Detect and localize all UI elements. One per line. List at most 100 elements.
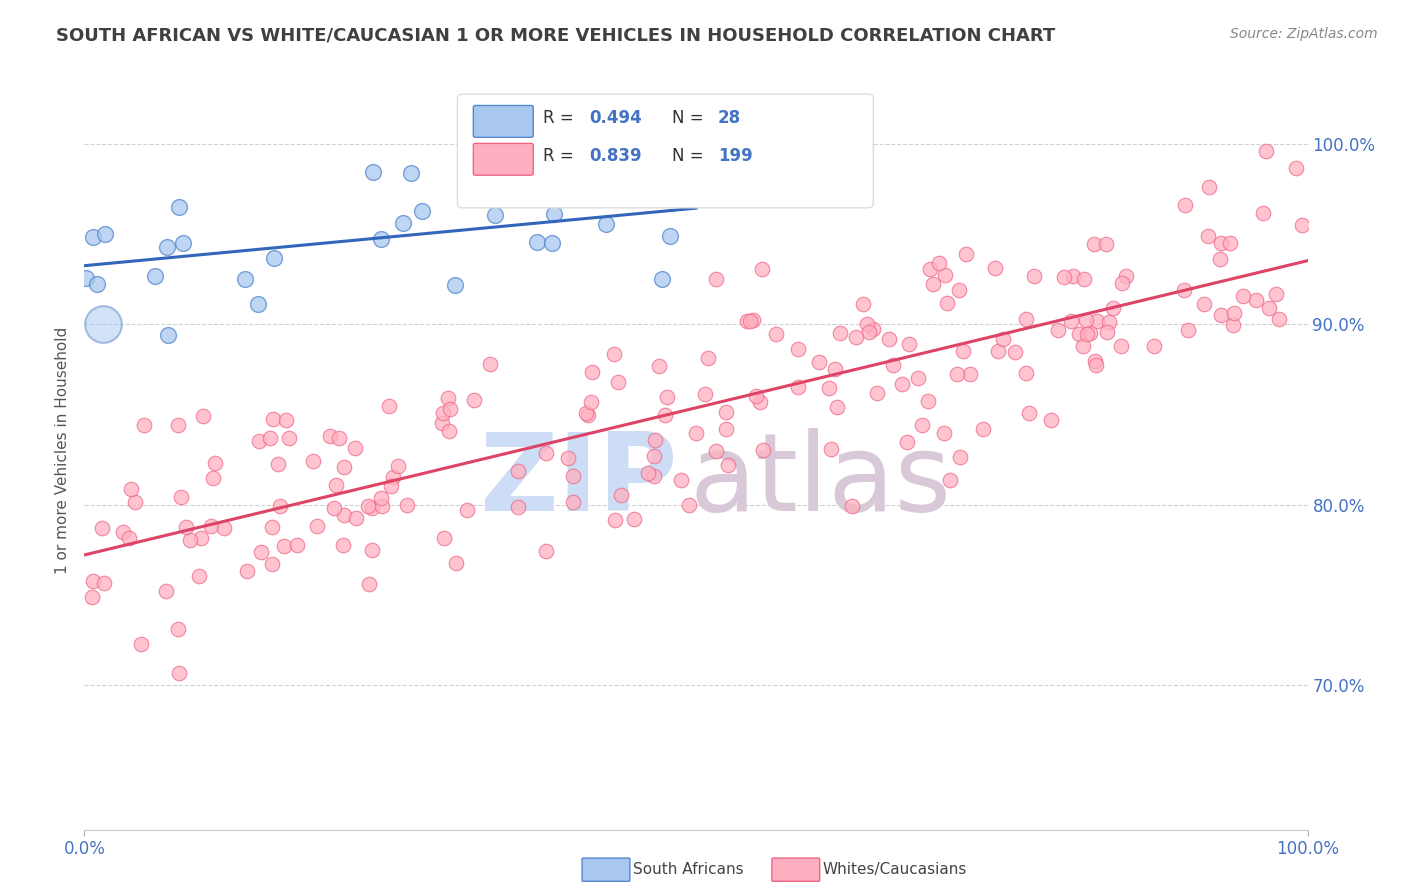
Point [508,500,530,514]
Point [360,501,382,516]
Point [808,355,831,369]
Point [444,556,467,570]
Point [534,543,557,558]
FancyBboxPatch shape [457,95,873,208]
Point [382,469,405,483]
Point [654,408,676,422]
Text: N =: N = [672,110,709,128]
Point [704,272,727,286]
Text: atlas: atlas [690,428,952,533]
Point [1209,308,1232,322]
Point [263,412,285,426]
Point [190,531,212,545]
Point [1109,339,1132,353]
Point [562,469,585,483]
Point [741,313,763,327]
Point [319,429,342,443]
Point [745,389,768,403]
Point [938,473,960,487]
Point [1071,339,1094,353]
Point [693,387,716,401]
Point [1097,325,1119,339]
Point [949,450,972,464]
Point [370,232,392,246]
Point [1004,344,1026,359]
Point [82,574,104,588]
Point [172,236,194,251]
Point [575,406,598,420]
Point [643,469,665,483]
Point [948,283,970,297]
Text: SOUTH AFRICAN VS WHITE/CAUCASIAN 1 OR MORE VEHICLES IN HOUSEHOLD CORRELATION CHA: SOUTH AFRICAN VS WHITE/CAUCASIAN 1 OR MO… [56,27,1056,45]
Text: ZIP: ZIP [479,428,678,533]
Point [302,453,325,467]
Point [1083,237,1105,252]
Point [1085,314,1108,328]
Point [82,590,104,604]
Point [824,362,846,376]
Point [984,260,1007,275]
Point [325,478,347,492]
Point [562,495,585,509]
Point [1254,144,1277,158]
Point [131,637,153,651]
Point [928,255,950,269]
Point [156,239,179,253]
Point [305,518,328,533]
Point [1268,312,1291,326]
Point [387,459,409,474]
Text: 199: 199 [718,147,752,165]
Point [285,538,308,552]
Point [332,538,354,552]
Point [262,557,284,571]
Point [740,314,762,328]
Point [830,326,852,341]
FancyBboxPatch shape [474,144,533,175]
Point [344,511,367,525]
Point [993,332,1015,346]
Point [484,208,506,222]
Point [643,449,665,463]
Point [94,227,117,242]
Point [145,268,167,283]
Point [858,326,880,340]
Point [610,488,633,502]
Point [246,296,269,310]
Point [658,229,681,244]
Point [332,460,354,475]
Point [1174,198,1197,212]
Point [636,181,658,195]
Point [882,358,904,372]
Point [1069,326,1091,341]
Point [392,216,415,230]
Point [685,426,707,441]
Point [603,347,626,361]
Point [267,457,290,471]
Point [1291,218,1313,232]
Text: 0.839: 0.839 [589,147,643,165]
Point [235,272,257,286]
Point [852,297,875,311]
Point [678,498,700,512]
Point [396,498,419,512]
Point [1084,358,1107,372]
Point [877,331,900,345]
Point [911,417,934,432]
Point [581,365,603,379]
Text: Source: ZipAtlas.com: Source: ZipAtlas.com [1230,27,1378,41]
Point [1257,301,1279,315]
Point [75,271,97,285]
Point [259,431,281,445]
Point [717,458,740,472]
Point [624,162,647,177]
Point [1018,405,1040,419]
Text: R =: R = [543,147,579,165]
Point [543,207,565,221]
Point [371,499,394,513]
Point [651,272,673,286]
Point [155,583,177,598]
Point [987,344,1010,359]
Point [378,399,401,413]
Point [202,471,225,485]
Point [856,317,879,331]
